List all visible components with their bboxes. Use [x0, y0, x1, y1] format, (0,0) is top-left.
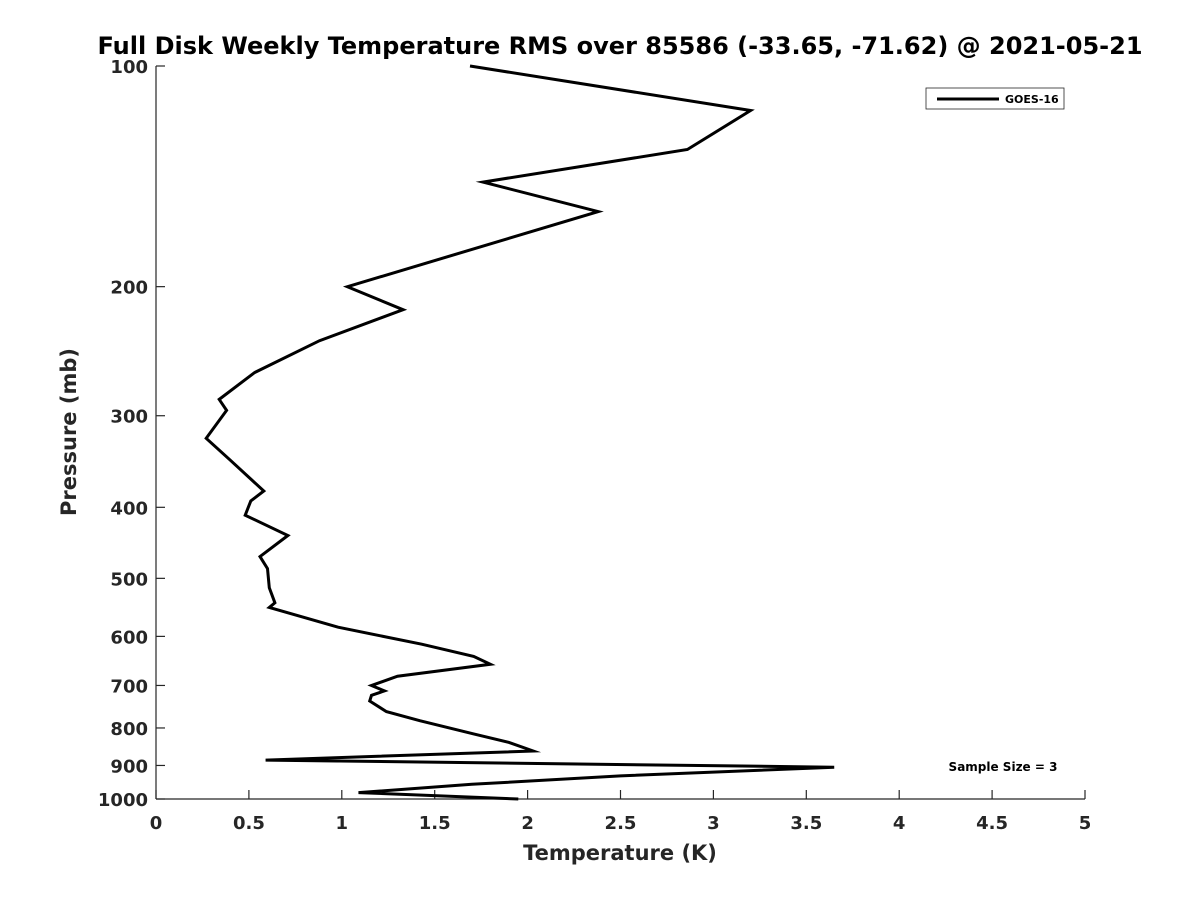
- x-tick-label: 3.5: [790, 813, 822, 834]
- y-tick-label: 200: [110, 278, 148, 299]
- sample-size-annotation: Sample Size = 3: [949, 760, 1058, 774]
- y-tick-label: 300: [110, 407, 148, 428]
- y-tick-label: 700: [110, 676, 148, 697]
- x-tick-label: 4.5: [976, 813, 1008, 834]
- x-tick-label: 2.5: [605, 813, 637, 834]
- y-axis-ticks: 100 200 300 400 500 600 700 800 900 1000: [98, 57, 165, 811]
- x-tick-label: 3: [707, 813, 720, 834]
- chart-title: Full Disk Weekly Temperature RMS over 85…: [97, 32, 1142, 60]
- y-tick-label: 600: [110, 627, 148, 648]
- x-tick-label: 5: [1079, 813, 1092, 834]
- y-tick-label: 1000: [98, 790, 148, 811]
- x-tick-label: 1: [336, 813, 349, 834]
- x-axis-label: Temperature (K): [523, 841, 717, 865]
- y-tick-label: 800: [110, 719, 148, 740]
- x-tick-label: 1.5: [419, 813, 451, 834]
- y-tick-label: 900: [110, 756, 148, 777]
- y-tick-label: 400: [110, 498, 148, 519]
- series-group: [204, 64, 835, 801]
- legend-label-goes-16: GOES-16: [1005, 93, 1059, 106]
- y-tick-label: 500: [110, 569, 148, 590]
- x-axis-ticks: 0 0.5 1 1.5 2 2.5 3 3.5 4 4.5 5: [150, 790, 1092, 834]
- y-axis-label: Pressure (mb): [57, 348, 81, 516]
- x-tick-label: 0.5: [233, 813, 265, 834]
- legend: GOES-16: [925, 87, 1065, 110]
- series-line-goes-16: [204, 64, 835, 801]
- y-tick-label: 100: [110, 57, 148, 78]
- x-tick-label: 4: [893, 813, 906, 834]
- x-tick-label: 2: [521, 813, 534, 834]
- plot-area: [156, 66, 1085, 799]
- x-tick-label: 0: [150, 813, 163, 834]
